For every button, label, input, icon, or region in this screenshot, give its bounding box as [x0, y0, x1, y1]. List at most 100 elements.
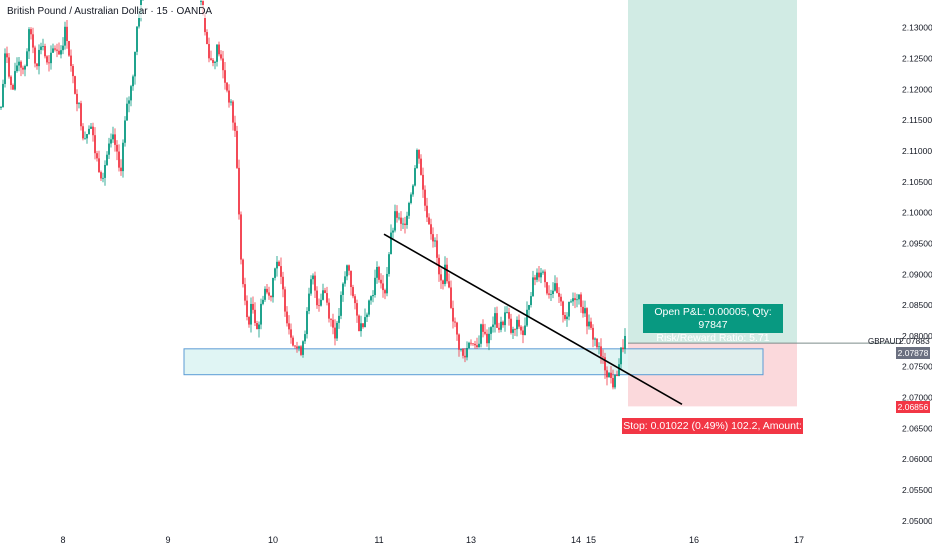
stop-price-tag: 2.06856 — [896, 401, 930, 413]
candle-body — [120, 167, 122, 172]
candle-body — [360, 323, 362, 332]
x-tick-label: 11 — [374, 535, 383, 545]
candle-body — [8, 57, 10, 77]
candle-body — [10, 76, 12, 85]
candle-body — [74, 76, 76, 94]
candle-body — [474, 343, 476, 346]
candle-body — [138, 13, 140, 27]
candle-body — [44, 46, 46, 57]
candle-body — [310, 279, 312, 294]
candle-body — [128, 100, 130, 104]
candle-body — [528, 305, 530, 310]
candle-body — [66, 26, 68, 42]
candle-body — [420, 158, 422, 175]
candle-body — [336, 322, 338, 339]
candle-body — [320, 299, 322, 306]
candle-body — [532, 277, 534, 297]
candle-body — [616, 375, 618, 377]
candle-body — [516, 319, 518, 330]
candle-body — [108, 143, 110, 155]
candle-body — [264, 288, 266, 300]
candle-body — [84, 138, 86, 140]
candle-body — [312, 275, 314, 280]
candle-body — [562, 301, 564, 315]
candle-body — [572, 298, 574, 302]
candle-body — [468, 342, 470, 348]
candle-body — [430, 224, 432, 235]
candle-body — [382, 283, 384, 291]
candle-body — [376, 267, 378, 278]
candle-body — [470, 342, 472, 344]
candle-body — [20, 61, 22, 68]
candle-body — [248, 317, 250, 325]
candle-body — [534, 277, 536, 280]
candle-body — [396, 211, 398, 218]
candle-body — [268, 292, 270, 296]
candle-body — [496, 313, 498, 328]
candle-body — [494, 313, 496, 325]
y-tick-label: 2.11000 — [902, 146, 932, 156]
candle-body — [110, 139, 112, 144]
candle-body — [432, 234, 434, 242]
candle-body — [4, 53, 6, 84]
candle-body — [548, 293, 550, 295]
candle-body — [544, 271, 546, 283]
candle-body — [64, 26, 66, 46]
candle-body — [356, 303, 358, 316]
candle-body — [508, 312, 510, 319]
candle-body — [292, 337, 294, 346]
candle-body — [6, 53, 8, 58]
y-tick-label: 2.07500 — [902, 362, 932, 372]
y-tick-label: 2.05000 — [902, 516, 932, 526]
candle-body — [444, 264, 446, 285]
candle-body — [34, 47, 36, 64]
candle-body — [0, 107, 2, 108]
candle-body — [98, 158, 100, 173]
candle-body — [520, 326, 522, 331]
candle-body — [482, 324, 484, 332]
candle-body — [296, 346, 298, 349]
candle-body — [584, 308, 586, 314]
current-price-tag: 2.07878 — [896, 347, 930, 359]
candle-body — [52, 48, 54, 53]
candle-body — [576, 299, 578, 301]
candle-body — [114, 134, 116, 145]
candle-body — [384, 290, 386, 294]
candle-body — [318, 305, 320, 307]
candle-body — [234, 122, 236, 131]
candle-body — [540, 272, 542, 278]
candle-body — [608, 372, 610, 378]
candle-body — [574, 298, 576, 301]
candle-body — [250, 303, 252, 325]
candle-body — [314, 275, 316, 291]
candle-body — [14, 71, 16, 90]
y-tick-label: 2.10500 — [902, 177, 932, 187]
candle-body — [538, 272, 540, 278]
candle-body — [614, 375, 616, 388]
candle-body — [218, 44, 220, 55]
candle-body — [378, 267, 380, 280]
candle-body — [490, 327, 492, 334]
candle-body — [554, 283, 556, 291]
candle-body — [370, 296, 372, 301]
candle-body — [316, 290, 318, 306]
candle-body — [300, 346, 302, 355]
y-tick-label: 2.12500 — [902, 54, 932, 64]
candle-body — [546, 282, 548, 294]
candle-body — [90, 126, 92, 129]
target-price-tag: 2.07883 — [899, 336, 930, 346]
candle-body — [466, 347, 468, 358]
candle-body — [560, 296, 562, 302]
candle-body — [42, 46, 44, 47]
candle-body — [260, 303, 262, 325]
candle-body — [580, 294, 582, 307]
x-tick-label: 13 — [466, 535, 476, 545]
y-tick-label: 2.07000 — [902, 393, 932, 403]
candle-body — [242, 259, 244, 285]
candle-body — [526, 309, 528, 326]
candle-body — [80, 103, 82, 127]
candle-body — [40, 46, 42, 50]
candle-body — [422, 174, 424, 190]
candle-body — [610, 372, 612, 378]
